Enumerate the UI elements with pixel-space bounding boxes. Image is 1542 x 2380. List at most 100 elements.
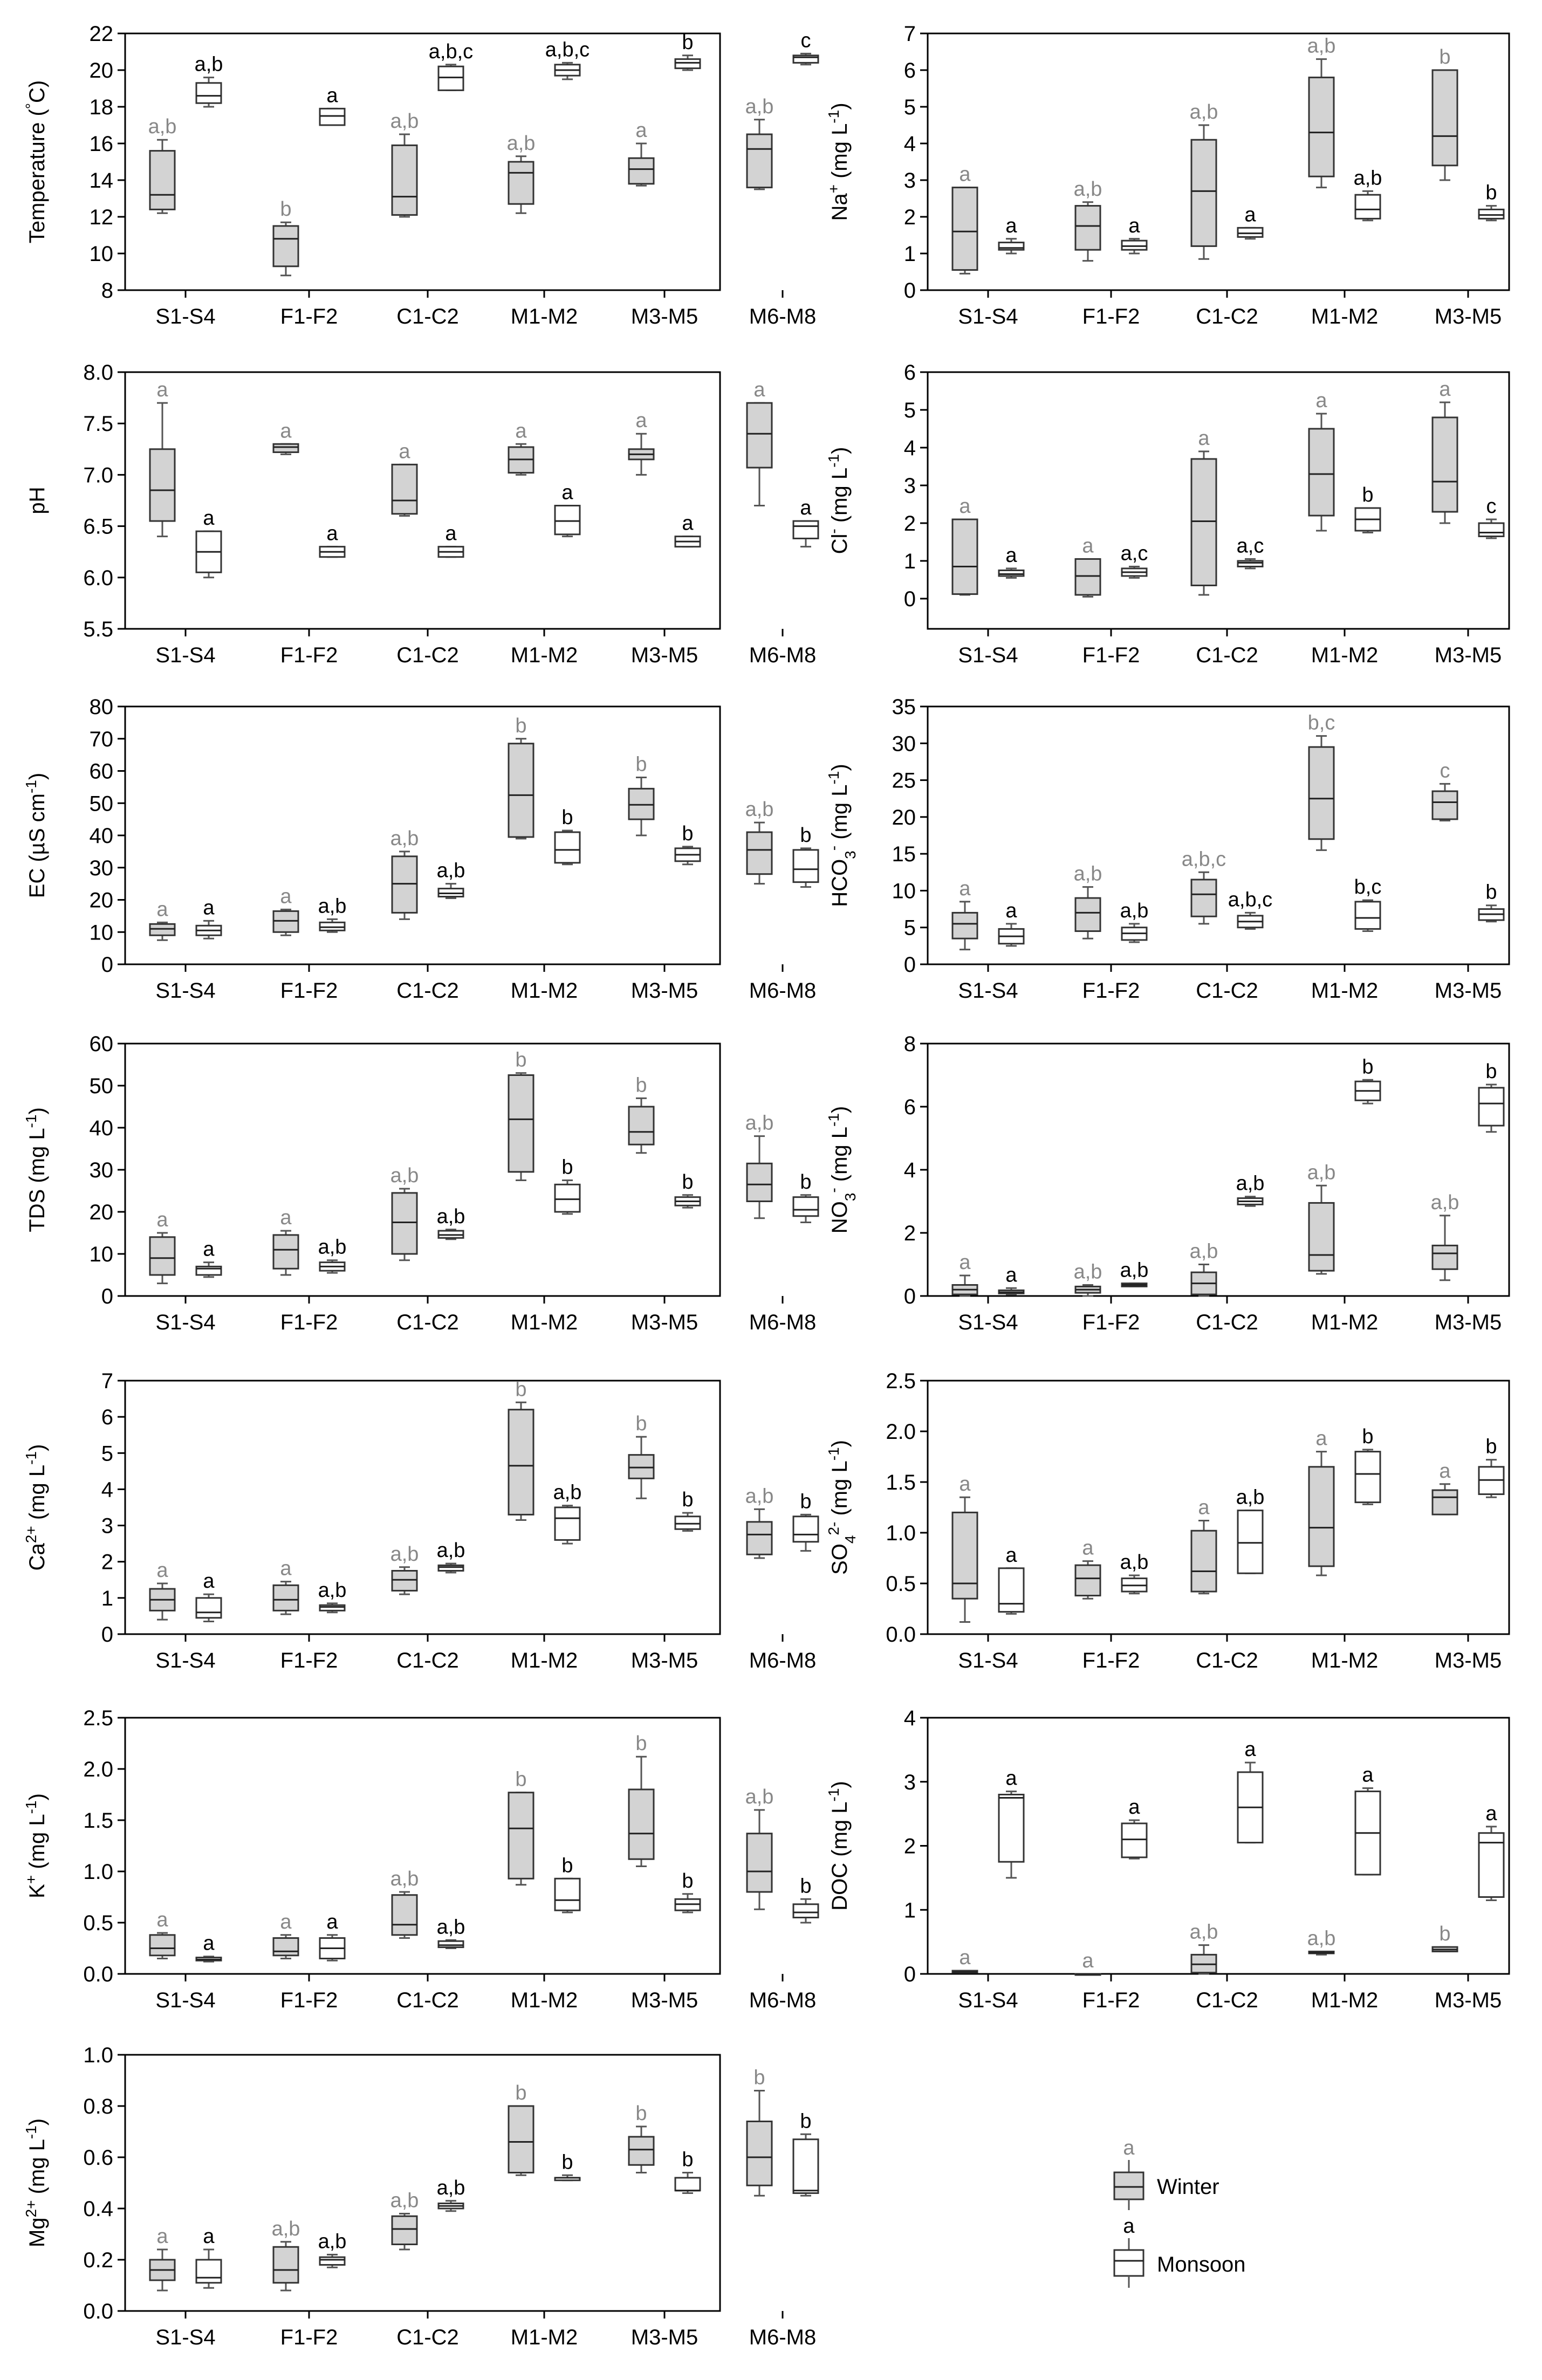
monsoon-box-nitrate-1-sig-label: a,b bbox=[1120, 1259, 1149, 1282]
panel-frame-sulfate bbox=[927, 1380, 1510, 1635]
ytick-label-bicarbonate-7: 35 bbox=[892, 695, 916, 719]
ytick-label-ph-2: 6.5 bbox=[83, 515, 113, 539]
monsoon-box-sodium-3 bbox=[1354, 194, 1381, 220]
category-label-nitrate-4: M3-M5 bbox=[1435, 1311, 1502, 1334]
ylabel-ph: pH bbox=[25, 486, 49, 514]
monsoon-box-calcium-3 bbox=[554, 1506, 581, 1541]
ytick-label-chloride-1: 1 bbox=[904, 550, 916, 573]
category-label-sulfate-1: F1-F2 bbox=[1082, 1649, 1140, 1672]
category-label-tds-3: M1-M2 bbox=[511, 1311, 578, 1334]
category-label-sulfate-2: C1-C2 bbox=[1196, 1649, 1258, 1672]
panel-frame-chloride bbox=[927, 371, 1510, 630]
monsoon-box-potassium-3-sig-label: b bbox=[561, 1854, 573, 1877]
winter-box-sulfate-1 bbox=[1074, 1564, 1101, 1597]
winter-box-sulfate-2 bbox=[1190, 1529, 1217, 1593]
winter-box-doc-4-sig-label: b bbox=[1439, 1923, 1450, 1945]
panel-frame-calcium bbox=[124, 1380, 721, 1635]
monsoon-box-temperature-1 bbox=[319, 107, 346, 126]
ytick-label-temperature-0: 8 bbox=[101, 279, 113, 303]
ytick-label-sodium-0: 0 bbox=[904, 279, 916, 303]
monsoon-box-bicarbonate-3-sig-label: b,c bbox=[1354, 876, 1382, 898]
winter-box-calcium-3 bbox=[508, 1409, 534, 1515]
ytick-label-bicarbonate-0: 0 bbox=[904, 953, 916, 977]
winter-box-doc-1-sig-label: a bbox=[1082, 1950, 1094, 1972]
ytick-label-magnesium-1: 0.2 bbox=[83, 2248, 113, 2272]
panel-frame-bicarbonate bbox=[927, 705, 1510, 965]
monsoon-box-potassium-0-sig-label: a bbox=[203, 1932, 215, 1955]
category-label-ph-1: F1-F2 bbox=[280, 643, 338, 667]
panel-bicarbonate: 0 5 10 15 20 25 30 35 HCO3- (mg L-1) S1-S4 F1-F2 C1… bbox=[825, 695, 1542, 1003]
category-label-magnesium-2: C1-C2 bbox=[396, 2326, 459, 2349]
ytick-label-doc-4: 4 bbox=[904, 1706, 916, 1730]
monsoon-box-potassium-5-sig-label: b bbox=[800, 1875, 811, 1897]
monsoon-box-ph-5-sig-label: a bbox=[800, 497, 812, 519]
monsoon-box-ph-3 bbox=[554, 505, 581, 536]
ytick-label-tds-5: 50 bbox=[90, 1074, 114, 1098]
winter-box-calcium-4-sig-label: b bbox=[635, 1412, 647, 1435]
panel-sulfate: 0.0 0.5 1.0 1.5 2.0 2.5 SO42- (mg L-1) S1-S4 F1-… bbox=[825, 1369, 1510, 1672]
monsoon-box-tds-5 bbox=[792, 1196, 819, 1217]
ytick-label-sodium-7: 7 bbox=[904, 22, 916, 46]
category-label-bicarbonate-4: M3-M5 bbox=[1435, 979, 1502, 1003]
winter-box-potassium-5-sig-label: a,b bbox=[745, 1786, 774, 1808]
winter-box-magnesium-0-sig-label: a bbox=[156, 2225, 168, 2248]
ylabel-doc: DOC (mg L-1) bbox=[825, 1781, 852, 1910]
ytick-label-bicarbonate-1: 5 bbox=[904, 916, 916, 940]
monsoon-box-sulfate-0 bbox=[998, 1567, 1025, 1613]
monsoon-box-temperature-0 bbox=[195, 82, 222, 104]
monsoon-box-calcium-5-sig-label: b bbox=[800, 1490, 811, 1513]
monsoon-box-temperature-4 bbox=[674, 58, 701, 70]
winter-box-calcium-3-sig-label: b bbox=[515, 1378, 526, 1401]
category-label-doc-3: M1-M2 bbox=[1311, 1988, 1378, 2012]
monsoon-box-potassium-4-sig-label: b bbox=[682, 1870, 693, 1892]
monsoon-box-ph-1-sig-label: a bbox=[326, 523, 338, 545]
monsoon-box-nitrate-3-sig-label: b bbox=[1362, 1055, 1373, 1078]
category-label-tds-5: M6-M8 bbox=[749, 1311, 816, 1334]
winter-box-bicarbonate-5-sig-label: a,b,c bbox=[1541, 800, 1542, 823]
monsoon-box-bicarbonate-2-sig-label: a,b,c bbox=[1228, 888, 1272, 911]
winter-box-temperature-2-sig-label: a,b bbox=[390, 110, 419, 133]
winter-box-potassium-1-sig-label: a bbox=[280, 1911, 292, 1933]
monsoon-box-ec-4-sig-label: b bbox=[682, 822, 693, 845]
ytick-label-tds-3: 30 bbox=[90, 1158, 114, 1182]
monsoon-box-nitrate-4 bbox=[1478, 1087, 1505, 1127]
category-label-sodium-1: F1-F2 bbox=[1082, 305, 1140, 328]
winter-box-sulfate-0-sig-label: a bbox=[959, 1473, 971, 1496]
monsoon-box-sodium-0-sig-label: a bbox=[1005, 215, 1017, 237]
monsoon-box-temperature-5-sig-label: c bbox=[801, 29, 811, 52]
winter-box-doc-3-sig-label: a,b bbox=[1307, 1927, 1336, 1950]
monsoon-box-temperature-0-sig-label: a,b bbox=[195, 53, 223, 76]
winter-box-chloride-3-sig-label: a bbox=[1315, 389, 1327, 412]
monsoon-box-calcium-1-sig-label: a,b bbox=[318, 1579, 347, 1602]
ytick-label-doc-1: 1 bbox=[904, 1898, 916, 1922]
winter-box-bicarbonate-3-sig-label: b,c bbox=[1308, 712, 1335, 735]
winter-box-sulfate-4-sig-label: a bbox=[1439, 1460, 1451, 1483]
winter-box-temperature-1 bbox=[272, 225, 299, 268]
winter-box-chloride-2 bbox=[1190, 458, 1217, 586]
category-label-chloride-1: F1-F2 bbox=[1082, 643, 1140, 667]
winter-box-ph-0-sig-label: a bbox=[156, 379, 168, 401]
winter-box-sodium-4-sig-label: b bbox=[1439, 46, 1450, 68]
category-label-doc-2: C1-C2 bbox=[1196, 1988, 1258, 2012]
monsoon-box-sulfate-0-sig-label: a bbox=[1005, 1544, 1017, 1567]
ytick-label-sodium-3: 3 bbox=[904, 169, 916, 193]
monsoon-box-ec-5 bbox=[792, 849, 819, 883]
monsoon-box-potassium-2-sig-label: a,b bbox=[437, 1916, 465, 1938]
winter-box-tds-5-sig-label: a,b bbox=[745, 1112, 774, 1135]
winter-box-potassium-3-sig-label: b bbox=[515, 1768, 526, 1791]
ytick-label-calcium-3: 3 bbox=[101, 1514, 113, 1538]
monsoon-box-magnesium-5-sig-label: b bbox=[800, 2110, 811, 2132]
panel-sodium: 0 1 2 3 4 5 6 7 Na+ (mg L-1) S1-S4 F1-F2 C1-C2 M1-M2… bbox=[825, 22, 1510, 328]
winter-box-ph-5-sig-label: a bbox=[753, 379, 765, 401]
category-label-ph-3: M1-M2 bbox=[511, 643, 578, 667]
category-label-chloride-2: C1-C2 bbox=[1196, 643, 1258, 667]
winter-box-temperature-3-sig-label: a,b bbox=[507, 132, 536, 155]
panel-ec: 0 10 20 30 40 50 60 70 80 EC (µS cm-1) S1-S4 F1-F2 C… bbox=[23, 695, 819, 1003]
panel-frame-ph bbox=[124, 371, 721, 630]
monsoon-box-sulfate-3-sig-label: b bbox=[1362, 1425, 1373, 1448]
category-label-sodium-2: C1-C2 bbox=[1196, 305, 1258, 328]
winter-box-bicarbonate-1 bbox=[1074, 897, 1101, 932]
ytick-label-temperature-4: 16 bbox=[90, 132, 114, 156]
winter-box-magnesium-3 bbox=[508, 2105, 534, 2173]
monsoon-box-bicarbonate-1-sig-label: a,b bbox=[1120, 900, 1149, 922]
